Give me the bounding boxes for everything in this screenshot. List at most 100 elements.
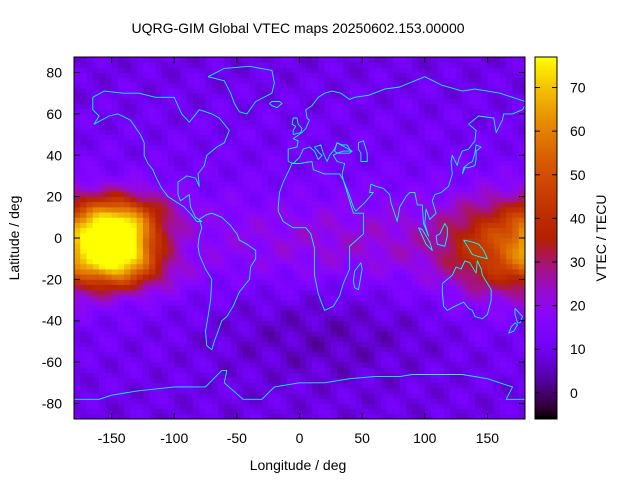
heatmap-cell — [374, 289, 382, 296]
heatmap-cell — [431, 206, 438, 213]
heatmap-cell — [149, 139, 156, 146]
heatmap-cell — [117, 325, 125, 332]
heatmap-cell — [362, 341, 369, 347]
heatmap-cell — [105, 139, 112, 146]
heatmap-cell — [92, 155, 100, 161]
heatmap-cell — [124, 165, 131, 172]
heatmap-cell — [130, 367, 138, 373]
heatmap-cell — [142, 398, 150, 404]
heatmap-cell — [481, 284, 488, 291]
heatmap-cell — [493, 413, 501, 419]
heatmap-cell — [199, 98, 206, 104]
heatmap-cell — [412, 393, 419, 399]
heatmap-cell — [111, 367, 119, 373]
heatmap-cell — [424, 377, 432, 384]
heatmap-cell — [74, 227, 81, 234]
heatmap-cell — [412, 175, 419, 182]
heatmap-cell — [286, 113, 294, 120]
heatmap-cell — [136, 336, 144, 342]
heatmap-cell — [462, 294, 470, 301]
heatmap-cell — [324, 222, 332, 229]
heatmap-cell — [224, 258, 231, 265]
heatmap-cell — [268, 129, 275, 135]
heatmap-cell — [80, 144, 87, 151]
heatmap-cell — [380, 181, 388, 187]
heatmap-cell — [431, 372, 438, 379]
heatmap-cell — [368, 305, 376, 311]
heatmap-cell — [487, 191, 495, 198]
heatmap-cell — [487, 341, 495, 347]
heatmap-cell — [374, 129, 382, 135]
heatmap-cell — [142, 82, 150, 89]
heatmap-cell — [518, 382, 525, 389]
heatmap-cell — [468, 232, 476, 239]
heatmap-cell — [280, 315, 288, 322]
heatmap-cell — [124, 362, 131, 368]
heatmap-cell — [130, 253, 138, 260]
heatmap-cell — [506, 336, 513, 342]
heatmap-cell — [268, 294, 275, 301]
heatmap-cell — [462, 269, 470, 275]
heatmap-cell — [380, 93, 388, 99]
heatmap-cell — [330, 67, 338, 73]
heatmap-cell — [105, 62, 112, 68]
heatmap-cell — [293, 300, 300, 306]
heatmap-cell — [368, 341, 376, 347]
heatmap-cell — [380, 67, 388, 73]
heatmap-cell — [286, 325, 294, 332]
heatmap-cell — [405, 346, 413, 353]
heatmap-cell — [474, 206, 482, 213]
heatmap-cell — [318, 82, 325, 89]
heatmap-cell — [155, 408, 163, 415]
heatmap-cell — [155, 155, 163, 161]
heatmap-cell — [99, 372, 106, 379]
heatmap-cell — [337, 217, 344, 223]
heatmap-cell — [92, 113, 100, 120]
heatmap-cell — [92, 124, 100, 130]
heatmap-cell — [462, 227, 470, 234]
heatmap-cell — [449, 315, 457, 322]
heatmap-cell — [86, 356, 94, 363]
heatmap-cell — [180, 222, 188, 229]
heatmap-cell — [393, 113, 401, 120]
heatmap-cell — [167, 310, 175, 316]
heatmap-cell — [380, 222, 388, 229]
heatmap-cell — [111, 310, 119, 316]
heatmap-cell — [92, 72, 100, 79]
heatmap-cell — [443, 351, 451, 358]
heatmap-cell — [142, 57, 150, 63]
heatmap-cell — [462, 393, 470, 399]
heatmap-cell — [349, 253, 357, 260]
heatmap-cell — [255, 279, 263, 285]
heatmap-cell — [487, 57, 495, 63]
heatmap-cell — [274, 196, 282, 203]
heatmap-cell — [80, 269, 87, 275]
heatmap-cell — [343, 62, 351, 68]
heatmap-cell — [149, 320, 156, 327]
heatmap-cell — [355, 377, 363, 384]
heatmap-cell — [274, 165, 282, 172]
heatmap-cell — [312, 346, 319, 353]
heatmap-cell — [330, 351, 338, 358]
heatmap-cell — [374, 248, 382, 254]
heatmap-cell — [224, 77, 231, 84]
heatmap-cell — [481, 274, 488, 280]
heatmap-cell — [343, 222, 351, 229]
heatmap-cell — [368, 212, 376, 218]
heatmap-cell — [155, 82, 163, 89]
heatmap-cell — [443, 82, 451, 89]
heatmap-cell — [167, 82, 175, 89]
heatmap-cell — [405, 124, 413, 130]
heatmap-cell — [268, 196, 275, 203]
heatmap-cell — [512, 336, 520, 342]
heatmap-cell — [155, 206, 163, 213]
heatmap-cell — [268, 320, 275, 327]
heatmap-cell — [199, 144, 206, 151]
heatmap-cell — [412, 382, 419, 389]
heatmap-cell — [399, 294, 407, 301]
heatmap-cell — [418, 103, 426, 110]
heatmap-cell — [431, 315, 438, 322]
heatmap-cell — [412, 67, 419, 73]
heatmap-cell — [193, 238, 200, 244]
heatmap-cell — [293, 413, 300, 419]
